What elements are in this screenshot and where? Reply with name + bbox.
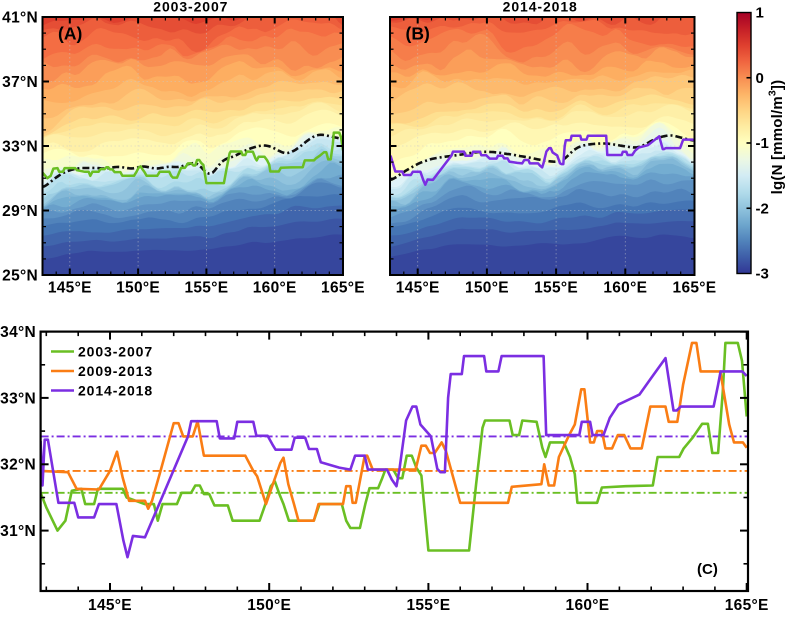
svg-text:165°E: 165°E — [725, 597, 769, 614]
svg-text:1: 1 — [756, 5, 764, 22]
svg-text:(C): (C) — [697, 561, 718, 578]
svg-text:-3: -3 — [756, 266, 769, 283]
svg-text:145°E: 145°E — [396, 279, 440, 296]
svg-text:150°E: 150°E — [116, 279, 160, 296]
svg-text:(A): (A) — [58, 24, 82, 44]
svg-text:34°N: 34°N — [0, 324, 36, 341]
svg-text:2003-2007: 2003-2007 — [153, 0, 228, 15]
svg-text:33°N: 33°N — [0, 390, 36, 407]
svg-text:25°N: 25°N — [2, 267, 38, 284]
svg-text:165°E: 165°E — [321, 279, 365, 296]
svg-text:165°E: 165°E — [673, 279, 717, 296]
svg-text:150°E: 150°E — [465, 279, 509, 296]
svg-text:145°E: 145°E — [48, 279, 92, 296]
svg-text:2009-2013: 2009-2013 — [78, 363, 153, 379]
svg-text:2014-2018: 2014-2018 — [78, 383, 153, 399]
svg-text:29°N: 29°N — [2, 203, 38, 220]
svg-text:155°E: 155°E — [406, 597, 450, 614]
svg-text:lg(N [mmol/m3]): lg(N [mmol/m3]) — [767, 80, 787, 195]
svg-text:32°N: 32°N — [0, 457, 36, 474]
svg-text:37°N: 37°N — [2, 74, 38, 91]
svg-text:33°N: 33°N — [2, 138, 38, 155]
svg-text:41°N: 41°N — [2, 9, 38, 26]
svg-text:160°E: 160°E — [603, 279, 647, 296]
svg-text:155°E: 155°E — [184, 279, 228, 296]
svg-text:-1: -1 — [756, 135, 769, 152]
svg-text:(B): (B) — [406, 24, 430, 44]
svg-text:2003-2007: 2003-2007 — [78, 344, 153, 360]
svg-text:150°E: 150°E — [247, 597, 291, 614]
svg-text:2014-2018: 2014-2018 — [503, 0, 578, 15]
svg-text:-2: -2 — [756, 200, 769, 217]
svg-text:31°N: 31°N — [0, 523, 36, 540]
svg-text:145°E: 145°E — [88, 597, 132, 614]
svg-text:0: 0 — [756, 70, 764, 87]
svg-text:155°E: 155°E — [534, 279, 578, 296]
svg-text:160°E: 160°E — [253, 279, 297, 296]
svg-text:160°E: 160°E — [566, 597, 610, 614]
